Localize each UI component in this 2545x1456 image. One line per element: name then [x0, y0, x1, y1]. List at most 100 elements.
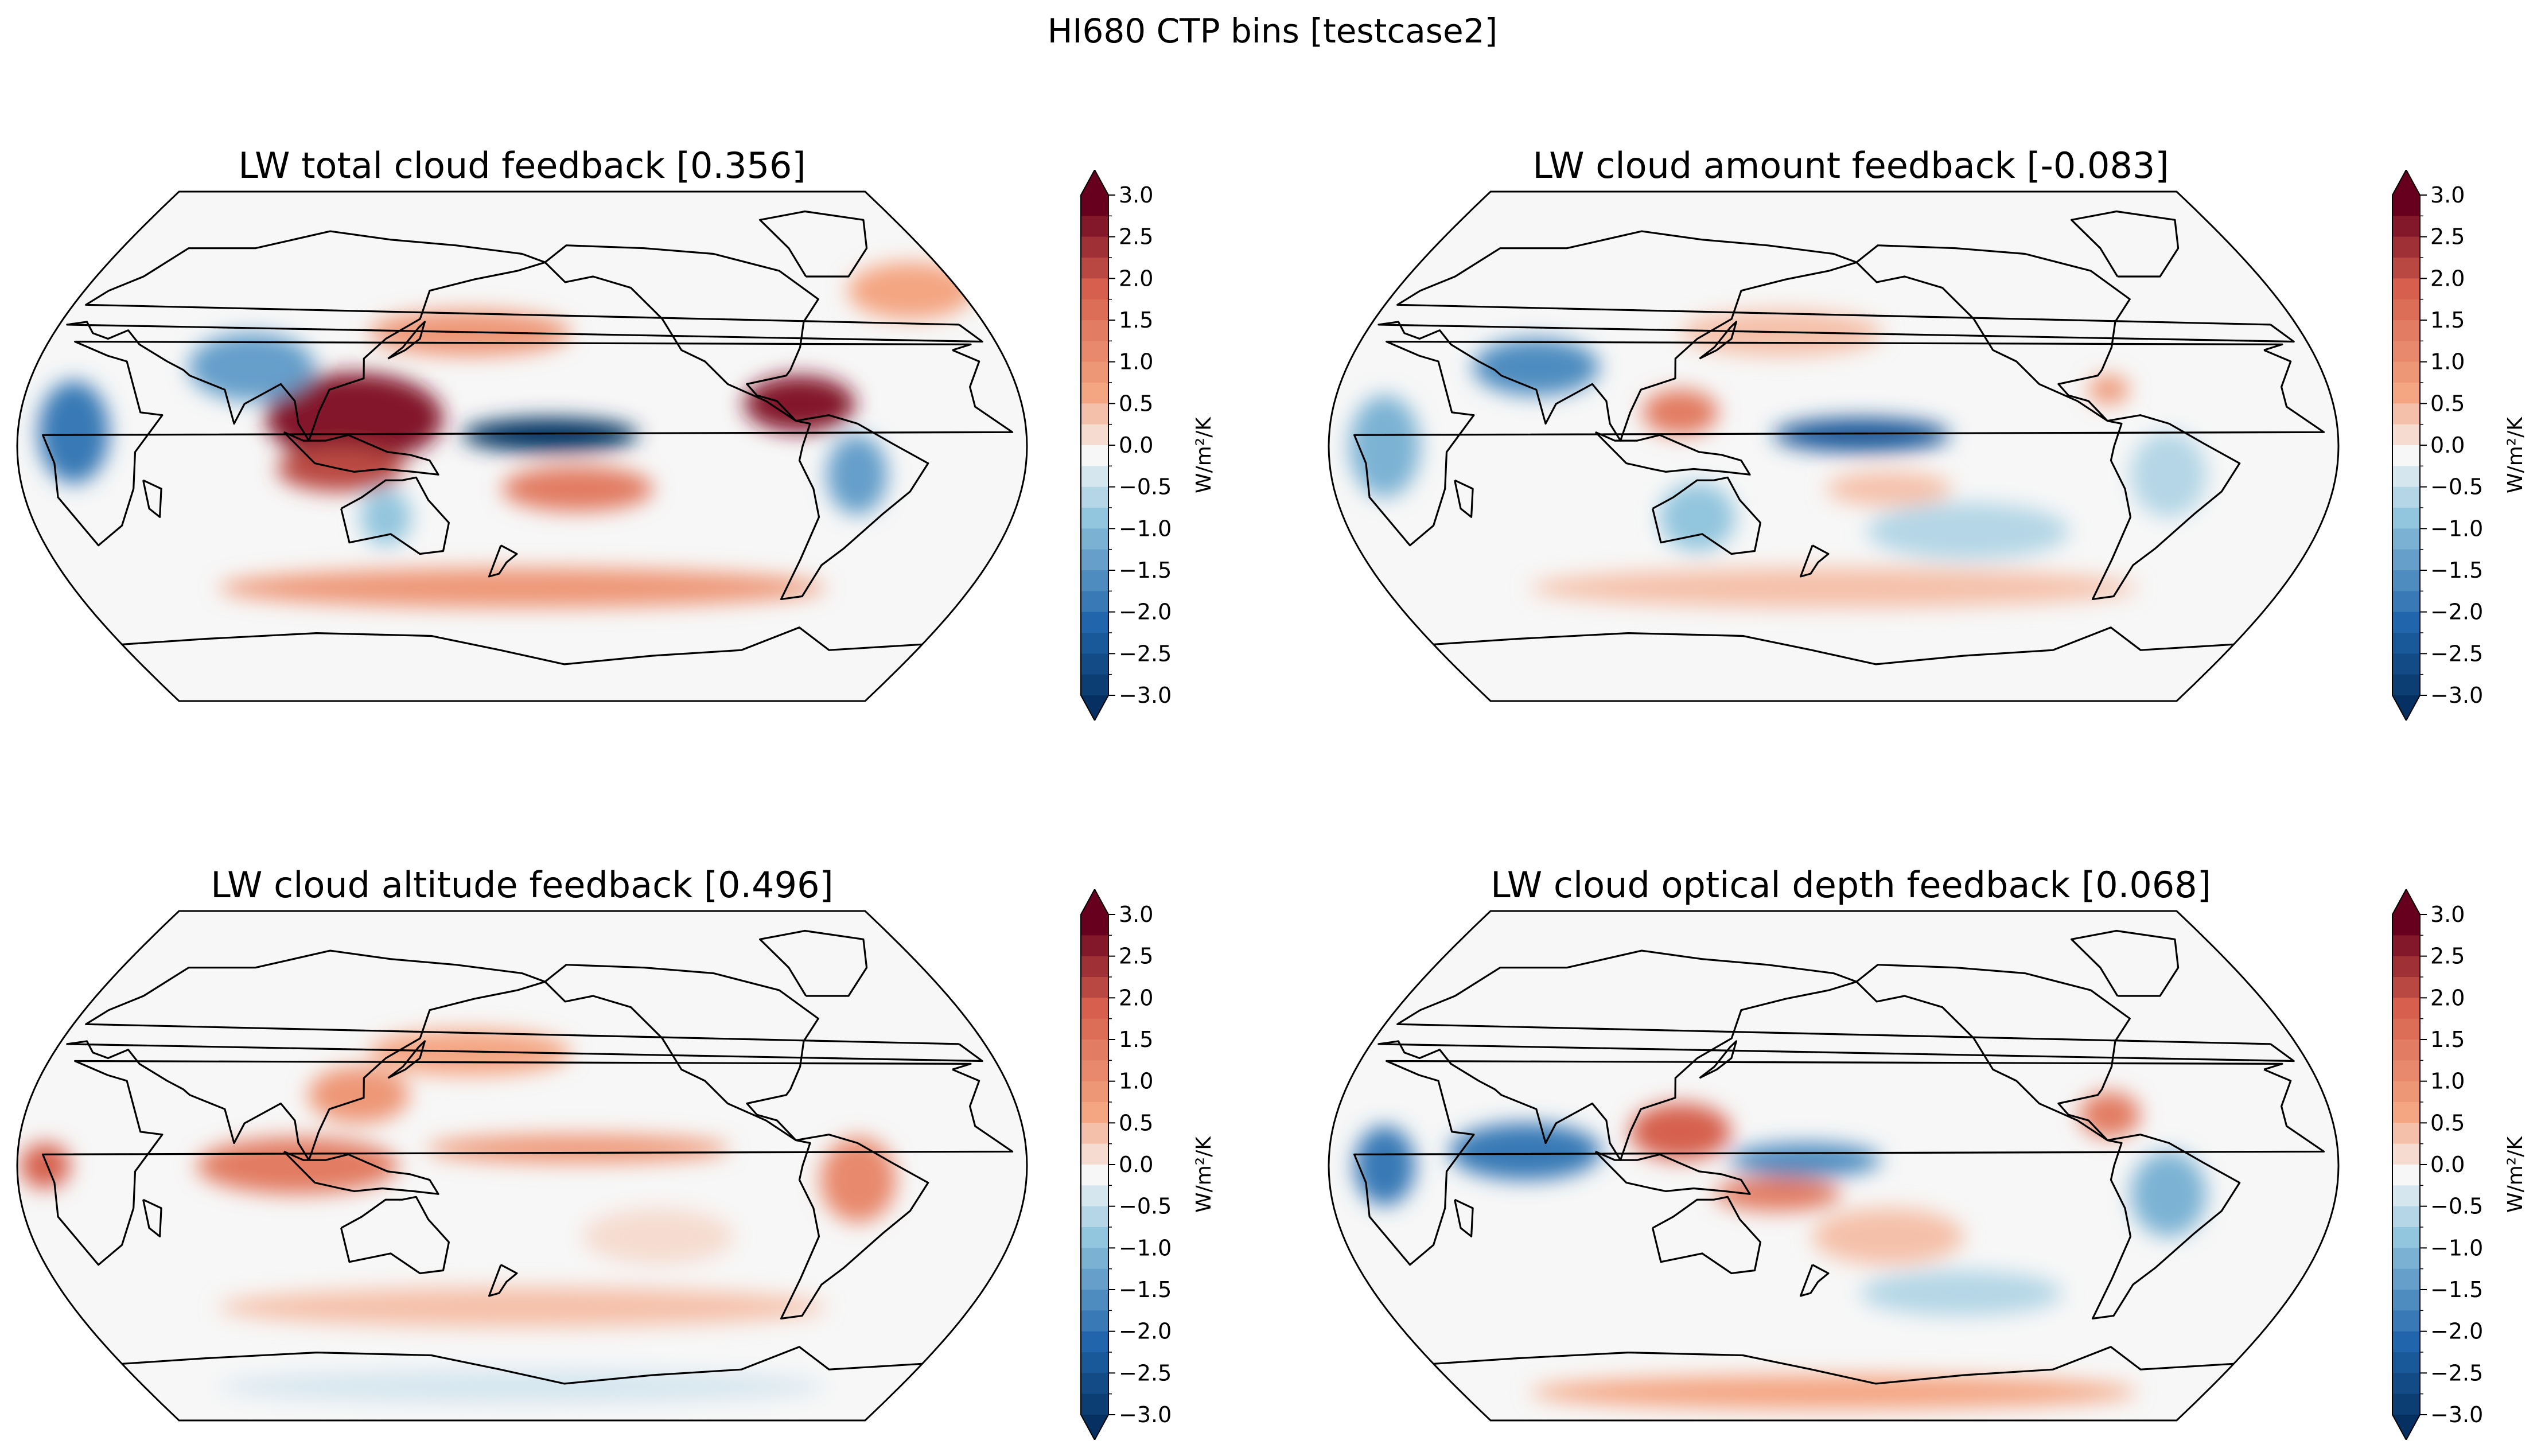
- colorbar-tick-label: 1.0: [1119, 1069, 1153, 1094]
- colorbar-lw-optical-depth: 3.0 2.5 2.0 1.5 1.0 0.5 0.0 −0.5 −1.0 −1.5 −2.0 −2.…: [2392, 889, 2483, 1440]
- map-boundary: [16, 190, 1028, 702]
- colorbar-tick-label: −1.0: [2430, 516, 2483, 541]
- colorbar-segment: [2392, 466, 2420, 488]
- colorbar-tick-label: 3.0: [1119, 182, 1153, 208]
- feedback-anomaly-region: [582, 1208, 734, 1265]
- feedback-anomaly-region: [2130, 1151, 2207, 1237]
- colorbar-segment: [1081, 1143, 1108, 1165]
- colorbar-segment: [2392, 299, 2420, 321]
- coastline: [1454, 1198, 1474, 1237]
- colorbar-lw-amount: 3.0 2.5 2.0 1.5 1.0 0.5 0.0 −0.5 −1.0 −1.5 −2.0 −2.…: [2392, 170, 2483, 721]
- colorbar-tick-label: −1.5: [1119, 558, 1172, 583]
- colorbar-segment: [1081, 466, 1108, 488]
- colorbar-segment: [1081, 341, 1108, 363]
- feedback-anomaly-region: [1530, 567, 2138, 608]
- coastline: [1855, 244, 2241, 600]
- colorbar-segment: [1081, 361, 1108, 383]
- colorbar-tick-label: −3.0: [2430, 683, 2483, 708]
- colorbar-segment: [1081, 956, 1108, 978]
- feedback-anomaly-region: [1349, 395, 1421, 498]
- colorbar-tick-label: −1.0: [2430, 1235, 2483, 1260]
- colorbar-tick-label: 3.0: [2430, 182, 2465, 208]
- colorbar-tick-label: 0.5: [2430, 1110, 2465, 1135]
- feedback-anomaly-region: [38, 381, 110, 484]
- colorbar-tick-label: 3.0: [2430, 902, 2465, 927]
- colorbar-segment: [1081, 1060, 1108, 1082]
- map-lw-optical-depth: [1328, 910, 2340, 1422]
- colorbar-extend-min: [2392, 695, 2420, 721]
- colorbar-tick-label: 2.5: [2430, 224, 2465, 250]
- colorbar-segment: [2392, 549, 2420, 571]
- feedback-anomaly-region: [1629, 1103, 1731, 1161]
- colorbar-segment: [1081, 674, 1108, 696]
- panel-lw-amount: LW cloud amount feedback [-0.083] 3.0 2.5…: [1272, 0, 2545, 721]
- colorbar-segment: [2392, 1310, 2420, 1332]
- colorbar-segment: [2392, 1102, 2420, 1123]
- colorbar-segment: [1081, 612, 1108, 633]
- coastline: [2071, 210, 2180, 278]
- colorbar-tick-label: −2.0: [2430, 1319, 2483, 1344]
- colorbar-tick-label: 1.5: [1119, 307, 1153, 333]
- coastline: [142, 479, 162, 518]
- feedback-anomaly-region: [1642, 390, 1719, 435]
- colorbar-tick-label: −2.5: [1119, 641, 1172, 666]
- colorbar-tick-label: −2.0: [2430, 599, 2483, 625]
- colorbar-segment: [1081, 1081, 1108, 1103]
- colorbar-tick-label: −3.0: [1119, 1402, 1172, 1427]
- colorbar-tick-label: 2.0: [2430, 985, 2465, 1010]
- colorbar-segment: [2392, 1248, 2420, 1270]
- coastline: [283, 1150, 439, 1195]
- colorbar-tick-label: −2.5: [2430, 641, 2483, 666]
- colorbar-segment: [1081, 570, 1108, 591]
- colorbar-tick-label: 2.5: [1119, 224, 1153, 250]
- colorbar-segment: [2392, 236, 2420, 258]
- panel-lw-altitude: LW cloud altitude feedback [0.496] 3.0 2.…: [0, 719, 1272, 1440]
- colorbar-tick-label: −1.5: [1119, 1277, 1172, 1302]
- colorbar-segment: [2392, 361, 2420, 383]
- feedback-anomaly-region: [1680, 310, 1883, 356]
- colorbar-segment: [2392, 216, 2420, 238]
- colorbar-segment: [2392, 1081, 2420, 1103]
- colorbar-segment: [2392, 1185, 2420, 1207]
- feedback-anomaly-region: [461, 418, 639, 452]
- colorbar-tick-label: 1.0: [2430, 349, 2465, 375]
- coastline: [387, 1040, 426, 1079]
- coastline: [122, 1346, 923, 1385]
- coastline: [2071, 929, 2180, 997]
- feedback-anomaly-region: [360, 488, 411, 546]
- colorbar-segment: [1081, 383, 1108, 404]
- colorbar-tick-label: 1.5: [1119, 1027, 1153, 1052]
- feedback-anomaly-region: [1773, 418, 1951, 452]
- colorbar-tick-label: 2.5: [1119, 944, 1153, 969]
- colorbar-tick-label: −3.0: [1119, 683, 1172, 708]
- coastline: [759, 210, 868, 278]
- colorbar-segment: [2392, 612, 2420, 633]
- map-lw-altitude: [16, 910, 1028, 1422]
- colorbar-segment: [1081, 1123, 1108, 1144]
- colorbar-segment: [1081, 445, 1108, 466]
- coastline: [1433, 1346, 2234, 1385]
- colorbar-tick-label: 2.0: [1119, 985, 1153, 1010]
- coastline: [66, 949, 983, 1161]
- colorbar-label: W/m²/K: [1192, 1136, 1216, 1213]
- colorbar-segment: [2392, 1290, 2420, 1311]
- coastline: [283, 431, 439, 476]
- coastline: [1855, 964, 2241, 1319]
- feedback-anomaly-region: [1729, 1143, 1882, 1177]
- colorbar-segment: [1081, 320, 1108, 341]
- panel-title: LW cloud altitude feedback [0.496]: [211, 864, 834, 906]
- colorbar-segment: [1081, 977, 1108, 998]
- coastline: [142, 1198, 162, 1237]
- colorbar-tick-label: −2.5: [1119, 1360, 1172, 1385]
- colorbar-label: W/m²/K: [2504, 417, 2527, 493]
- colorbar-extend-min: [2392, 1415, 2420, 1440]
- colorbar-tick-label: −1.5: [2430, 1277, 2483, 1302]
- feedback-anomaly-region: [1714, 1177, 1841, 1212]
- colorbar-segment: [2392, 445, 2420, 466]
- colorbar-segment: [2392, 591, 2420, 613]
- colorbar-segment: [1081, 424, 1108, 446]
- colorbar-segment: [2392, 278, 2420, 300]
- colorbar-segment: [1081, 195, 1108, 216]
- colorbar-tick-label: −0.5: [2430, 474, 2483, 500]
- feedback-anomaly-region: [744, 375, 855, 433]
